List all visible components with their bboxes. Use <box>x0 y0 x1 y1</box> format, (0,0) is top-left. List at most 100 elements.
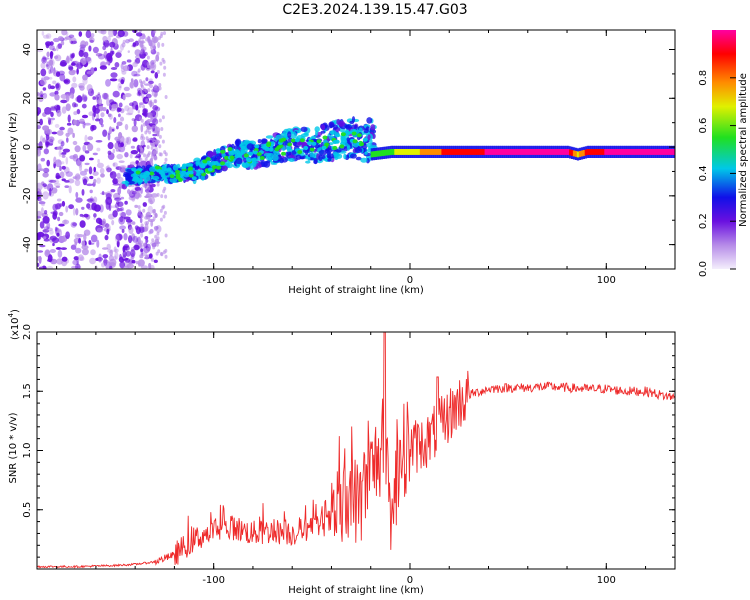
noise-blob <box>113 117 117 123</box>
noise-blob <box>151 138 155 143</box>
noise-blob <box>160 194 164 199</box>
signal-blob <box>344 139 348 143</box>
noise-blob <box>116 153 123 160</box>
signal-blob <box>235 157 243 165</box>
noise-blob <box>43 226 50 230</box>
signal-blob <box>335 149 342 153</box>
signal-blob <box>137 179 142 185</box>
noise-blob <box>92 46 99 54</box>
noise-blob <box>93 166 96 173</box>
noise-blob <box>142 33 145 38</box>
signal-blob <box>248 151 254 156</box>
band-core <box>411 149 415 155</box>
noise-blob <box>164 194 168 199</box>
noise-blob <box>137 109 140 114</box>
noise-blob <box>156 70 160 74</box>
noise-blob <box>155 141 159 146</box>
y-tick-label: 0.5 <box>22 502 33 518</box>
spectrogram-axes: -100 0 100 -40 -20 0 20 40 <box>22 30 675 286</box>
band-core <box>543 149 546 155</box>
noise-blob <box>145 98 149 103</box>
chart-title: C2E3.2024.139.15.47.G03 <box>282 2 468 18</box>
noise-blob <box>162 250 166 255</box>
signal-blob <box>145 171 151 176</box>
noise-blob <box>119 116 125 122</box>
colorbar-tick-label: 0.8 <box>698 70 709 86</box>
noise-blob <box>107 142 114 150</box>
band-core <box>482 149 485 155</box>
noise-blob <box>139 157 143 162</box>
noise-blob <box>152 59 156 64</box>
noise-blob <box>40 68 47 77</box>
signal-blob <box>244 140 249 144</box>
band-core <box>496 149 499 155</box>
signal-blob <box>286 146 292 151</box>
noise-blob <box>79 220 86 228</box>
band-core <box>384 149 387 156</box>
noise-blob <box>90 33 95 38</box>
noise-blob <box>52 210 58 216</box>
band-core <box>580 150 584 157</box>
signal-blob <box>364 151 368 155</box>
noise-blob <box>149 64 155 69</box>
signal-blob <box>234 139 241 147</box>
noise-blob <box>134 49 141 56</box>
noise-blob <box>142 122 146 127</box>
noise-blob <box>131 221 136 225</box>
noise-blob <box>62 219 70 225</box>
noise-blob <box>63 219 67 225</box>
noise-blob <box>48 58 55 67</box>
band-core <box>578 151 582 157</box>
noise-blob <box>89 189 93 194</box>
noise-blob <box>158 134 162 139</box>
band-core <box>392 149 395 155</box>
noise-blob <box>49 59 54 66</box>
noise-blob <box>109 78 118 82</box>
signal-blob <box>300 126 308 132</box>
noise-blob <box>110 67 118 70</box>
noise-blob <box>124 105 130 112</box>
noise-blob <box>137 68 141 73</box>
noise-blob <box>162 189 166 194</box>
noise-blob <box>138 116 142 121</box>
noise-blob <box>116 176 124 184</box>
noise-blob <box>116 107 121 113</box>
signal-blob <box>355 156 362 161</box>
band-core <box>557 149 560 155</box>
noise-blob <box>139 254 144 259</box>
noise-blob <box>122 65 130 72</box>
noise-blob <box>160 31 164 36</box>
noise-blob <box>133 73 141 77</box>
signal-blob <box>271 154 279 162</box>
y-tick-label: 40 <box>22 43 33 56</box>
noise-blob <box>37 125 41 130</box>
noise-blob <box>135 32 143 37</box>
noise-blob <box>61 200 66 207</box>
noise-blob <box>109 103 112 111</box>
signal-blob <box>339 144 345 149</box>
band-core <box>561 149 564 155</box>
noise-blob <box>150 146 154 150</box>
noise-blob <box>86 70 94 75</box>
noise-blob <box>159 61 163 66</box>
signal-blob <box>264 147 270 152</box>
y-tick-label: -20 <box>22 188 33 204</box>
signal-blob <box>220 161 225 166</box>
band-core <box>659 149 662 155</box>
signal-blob <box>188 170 194 175</box>
band-core <box>616 149 619 155</box>
band-core <box>539 149 542 155</box>
noise-blob <box>147 247 150 252</box>
noise-blob <box>78 49 84 57</box>
band-core <box>663 149 666 155</box>
band-core <box>531 149 535 155</box>
noise-blob <box>52 80 57 85</box>
noise-blob <box>79 163 83 172</box>
noise-blob <box>88 242 95 245</box>
noise-blob <box>148 80 154 85</box>
noise-blob <box>120 63 124 70</box>
noise-blob <box>144 195 150 199</box>
band-core <box>639 149 643 155</box>
spectrogram-ylabel: Frequency (Hz) <box>8 112 19 188</box>
band-core <box>380 150 383 157</box>
